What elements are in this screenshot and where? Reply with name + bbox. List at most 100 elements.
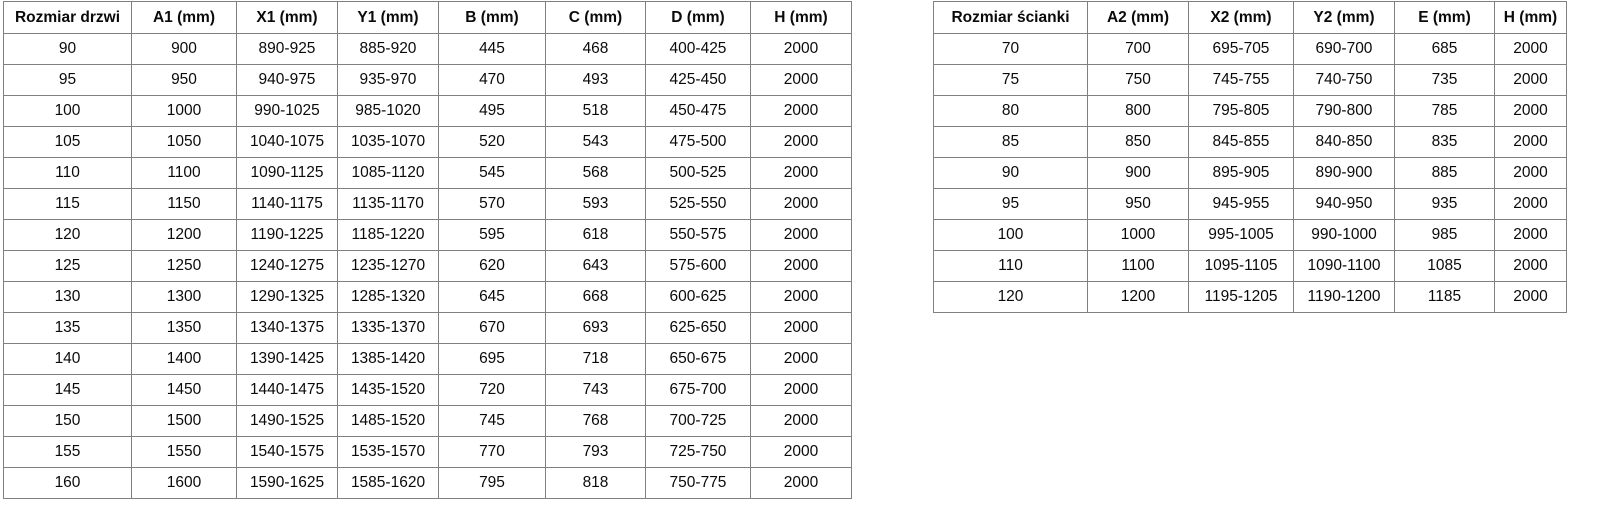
cell-r1-c5: 493 <box>545 64 646 96</box>
cell-r1-c1: 750 <box>1087 64 1189 96</box>
cell-r1-c3: 740-750 <box>1293 64 1395 96</box>
cell-r2-c2: 795-805 <box>1188 95 1294 127</box>
table-header-row: Rozmiar drzwi A1 (mm) X1 (mm) Y1 (mm) B (mm)… <box>3 1 852 34</box>
cell-r4-c3: 890-900 <box>1293 157 1395 189</box>
cell-r3-c7: 2000 <box>750 126 852 158</box>
cell-r12-c5: 768 <box>545 405 646 437</box>
cell-r2-c0: 100 <box>3 95 132 127</box>
table-row: 125 1250 1240-1275 1235-1270 620 643 575-600 20… <box>3 250 852 282</box>
wall-table-body: 70 700 695-705 690-700 685 2000 75 750 745-755 74… <box>933 33 1567 313</box>
cell-r6-c3: 1185-1220 <box>337 219 439 251</box>
cell-r7-c3: 1090-1100 <box>1293 250 1395 282</box>
cell-r0-c2: 890-925 <box>236 33 338 65</box>
column-header-1: A1 (mm) <box>131 1 237 34</box>
cell-r14-c4: 795 <box>438 467 546 499</box>
cell-r6-c0: 100 <box>933 219 1088 251</box>
cell-r3-c1: 1050 <box>131 126 237 158</box>
door-table-header: Rozmiar drzwi A1 (mm) X1 (mm) Y1 (mm) B (mm)… <box>3 1 852 34</box>
cell-r10-c4: 695 <box>438 343 546 375</box>
table-row: 130 1300 1290-1325 1285-1320 645 668 600-625 20… <box>3 281 852 313</box>
column-header-1: A2 (mm) <box>1087 1 1189 34</box>
table-row: 120 1200 1195-1205 1190-1200 1185 2000 <box>933 281 1567 313</box>
cell-r4-c4: 545 <box>438 157 546 189</box>
cell-r0-c6: 400-425 <box>645 33 751 65</box>
cell-r4-c1: 1100 <box>131 157 237 189</box>
cell-r7-c3: 1235-1270 <box>337 250 439 282</box>
cell-r11-c6: 675-700 <box>645 374 751 406</box>
cell-r11-c1: 1450 <box>131 374 237 406</box>
cell-r8-c4: 1185 <box>1394 281 1495 313</box>
cell-r8-c1: 1200 <box>1087 281 1189 313</box>
cell-r6-c5: 2000 <box>1494 219 1567 251</box>
cell-r0-c2: 695-705 <box>1188 33 1294 65</box>
cell-r3-c3: 1035-1070 <box>337 126 439 158</box>
cell-r7-c4: 620 <box>438 250 546 282</box>
cell-r10-c1: 1400 <box>131 343 237 375</box>
cell-r2-c2: 990-1025 <box>236 95 338 127</box>
cell-r8-c7: 2000 <box>750 281 852 313</box>
cell-r11-c7: 2000 <box>750 374 852 406</box>
cell-r14-c1: 1600 <box>131 467 237 499</box>
cell-r10-c3: 1385-1420 <box>337 343 439 375</box>
cell-r9-c3: 1335-1370 <box>337 312 439 344</box>
cell-r5-c2: 945-955 <box>1188 188 1294 220</box>
cell-r14-c0: 160 <box>3 467 132 499</box>
column-header-7: H (mm) <box>750 1 852 34</box>
cell-r4-c2: 1090-1125 <box>236 157 338 189</box>
cell-r9-c4: 670 <box>438 312 546 344</box>
cell-r12-c7: 2000 <box>750 405 852 437</box>
table-row: 100 1000 990-1025 985-1020 495 518 450-475 2000 <box>3 95 852 127</box>
cell-r3-c1: 850 <box>1087 126 1189 158</box>
cell-r2-c0: 80 <box>933 95 1088 127</box>
cell-r9-c0: 135 <box>3 312 132 344</box>
wall-table-header: Rozmiar ścianki A2 (mm) X2 (mm) Y2 (mm) E (m… <box>933 1 1567 34</box>
cell-r7-c2: 1240-1275 <box>236 250 338 282</box>
cell-r9-c5: 693 <box>545 312 646 344</box>
cell-r8-c1: 1300 <box>131 281 237 313</box>
cell-r2-c4: 785 <box>1394 95 1495 127</box>
wall-dimensions-table: Rozmiar ścianki A2 (mm) X2 (mm) Y2 (mm) E (m… <box>933 1 1567 313</box>
cell-r4-c7: 2000 <box>750 157 852 189</box>
cell-r6-c5: 618 <box>545 219 646 251</box>
cell-r3-c5: 2000 <box>1494 126 1567 158</box>
cell-r0-c7: 2000 <box>750 33 852 65</box>
cell-r3-c2: 1040-1075 <box>236 126 338 158</box>
cell-r7-c6: 575-600 <box>645 250 751 282</box>
cell-r8-c2: 1290-1325 <box>236 281 338 313</box>
cell-r1-c5: 2000 <box>1494 64 1567 96</box>
cell-r8-c3: 1285-1320 <box>337 281 439 313</box>
table-row: 105 1050 1040-1075 1035-1070 520 543 475-500 20… <box>3 126 852 158</box>
cell-r2-c3: 790-800 <box>1293 95 1395 127</box>
cell-r3-c3: 840-850 <box>1293 126 1395 158</box>
cell-r7-c1: 1100 <box>1087 250 1189 282</box>
cell-r9-c7: 2000 <box>750 312 852 344</box>
cell-r1-c2: 940-975 <box>236 64 338 96</box>
cell-r6-c1: 1000 <box>1087 219 1189 251</box>
column-header-5: C (mm) <box>545 1 646 34</box>
cell-r1-c4: 735 <box>1394 64 1495 96</box>
table-row: 140 1400 1390-1425 1385-1420 695 718 650-675 20… <box>3 343 852 375</box>
table-header-row: Rozmiar ścianki A2 (mm) X2 (mm) Y2 (mm) E (m… <box>933 1 1567 34</box>
cell-r6-c2: 995-1005 <box>1188 219 1294 251</box>
table-row: 145 1450 1440-1475 1435-1520 720 743 675-700 20… <box>3 374 852 406</box>
cell-r6-c6: 550-575 <box>645 219 751 251</box>
cell-r10-c2: 1390-1425 <box>236 343 338 375</box>
table-row: 90 900 890-925 885-920 445 468 400-425 2000 <box>3 33 852 65</box>
cell-r13-c5: 793 <box>545 436 646 468</box>
cell-r11-c5: 743 <box>545 374 646 406</box>
cell-r6-c2: 1190-1225 <box>236 219 338 251</box>
cell-r1-c1: 950 <box>131 64 237 96</box>
cell-r0-c4: 445 <box>438 33 546 65</box>
column-header-6: D (mm) <box>645 1 751 34</box>
cell-r1-c3: 935-970 <box>337 64 439 96</box>
cell-r10-c6: 650-675 <box>645 343 751 375</box>
cell-r5-c5: 593 <box>545 188 646 220</box>
cell-r4-c6: 500-525 <box>645 157 751 189</box>
cell-r4-c3: 1085-1120 <box>337 157 439 189</box>
cell-r7-c5: 643 <box>545 250 646 282</box>
cell-r7-c1: 1250 <box>131 250 237 282</box>
cell-r3-c2: 845-855 <box>1188 126 1294 158</box>
cell-r4-c4: 885 <box>1394 157 1495 189</box>
cell-r4-c0: 110 <box>3 157 132 189</box>
cell-r1-c2: 745-755 <box>1188 64 1294 96</box>
